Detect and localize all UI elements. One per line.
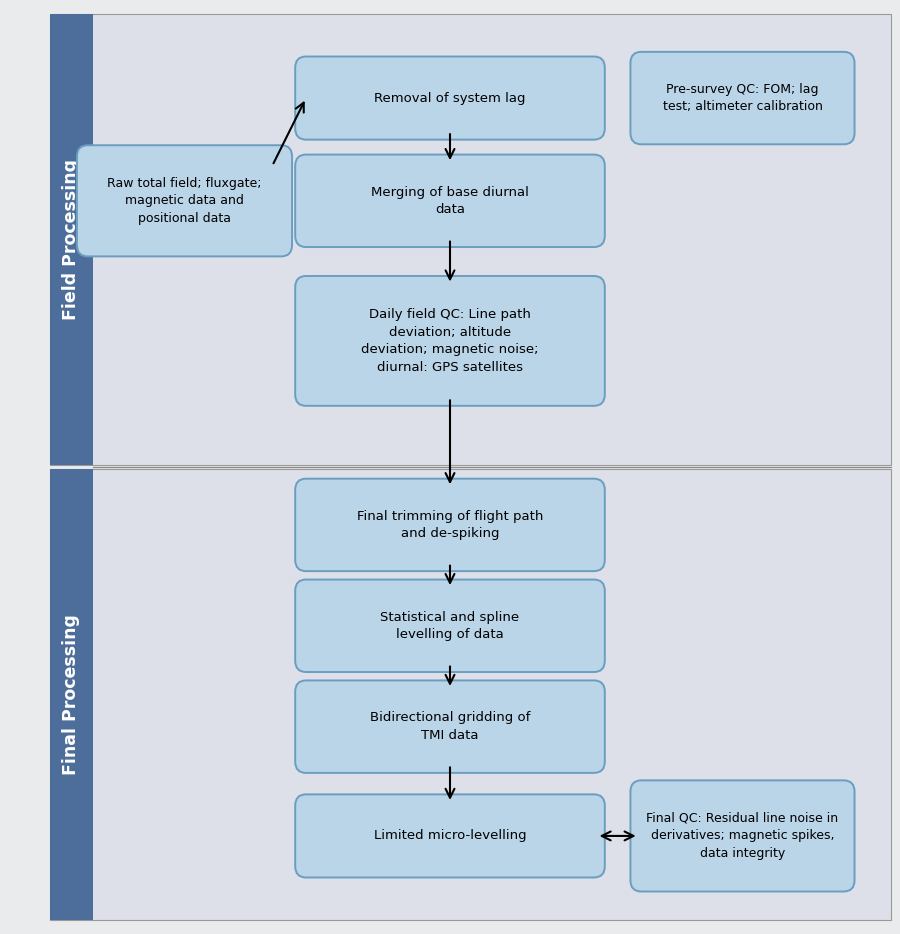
FancyBboxPatch shape [295,276,605,405]
FancyBboxPatch shape [295,794,605,878]
FancyBboxPatch shape [50,14,93,465]
FancyBboxPatch shape [295,154,605,247]
Text: Final QC: Residual line noise in
derivatives; magnetic spikes,
data integrity: Final QC: Residual line noise in derivat… [646,812,839,860]
Text: Final Processing: Final Processing [62,614,80,775]
Text: Daily field QC: Line path
deviation; altitude
deviation; magnetic noise;
diurnal: Daily field QC: Line path deviation; alt… [361,308,539,374]
Text: Merging of base diurnal
data: Merging of base diurnal data [371,186,529,216]
FancyBboxPatch shape [295,579,605,672]
Text: Pre-survey QC: FOM; lag
test; altimeter calibration: Pre-survey QC: FOM; lag test; altimeter … [662,83,823,113]
FancyBboxPatch shape [76,145,292,256]
Text: Bidirectional gridding of
TMI data: Bidirectional gridding of TMI data [370,712,530,742]
FancyBboxPatch shape [295,478,605,571]
FancyBboxPatch shape [630,51,854,144]
Text: Field Processing: Field Processing [62,159,80,320]
FancyBboxPatch shape [50,469,891,920]
FancyBboxPatch shape [630,781,854,891]
FancyBboxPatch shape [295,680,605,773]
Text: Removal of system lag: Removal of system lag [374,92,526,105]
Text: Raw total field; fluxgate;
magnetic data and
positional data: Raw total field; fluxgate; magnetic data… [107,177,262,225]
Text: Statistical and spline
levelling of data: Statistical and spline levelling of data [381,611,519,641]
FancyBboxPatch shape [295,56,605,139]
Text: Final trimming of flight path
and de-spiking: Final trimming of flight path and de-spi… [356,510,544,540]
FancyBboxPatch shape [50,469,93,920]
FancyBboxPatch shape [50,14,891,465]
Text: Limited micro-levelling: Limited micro-levelling [374,829,526,842]
